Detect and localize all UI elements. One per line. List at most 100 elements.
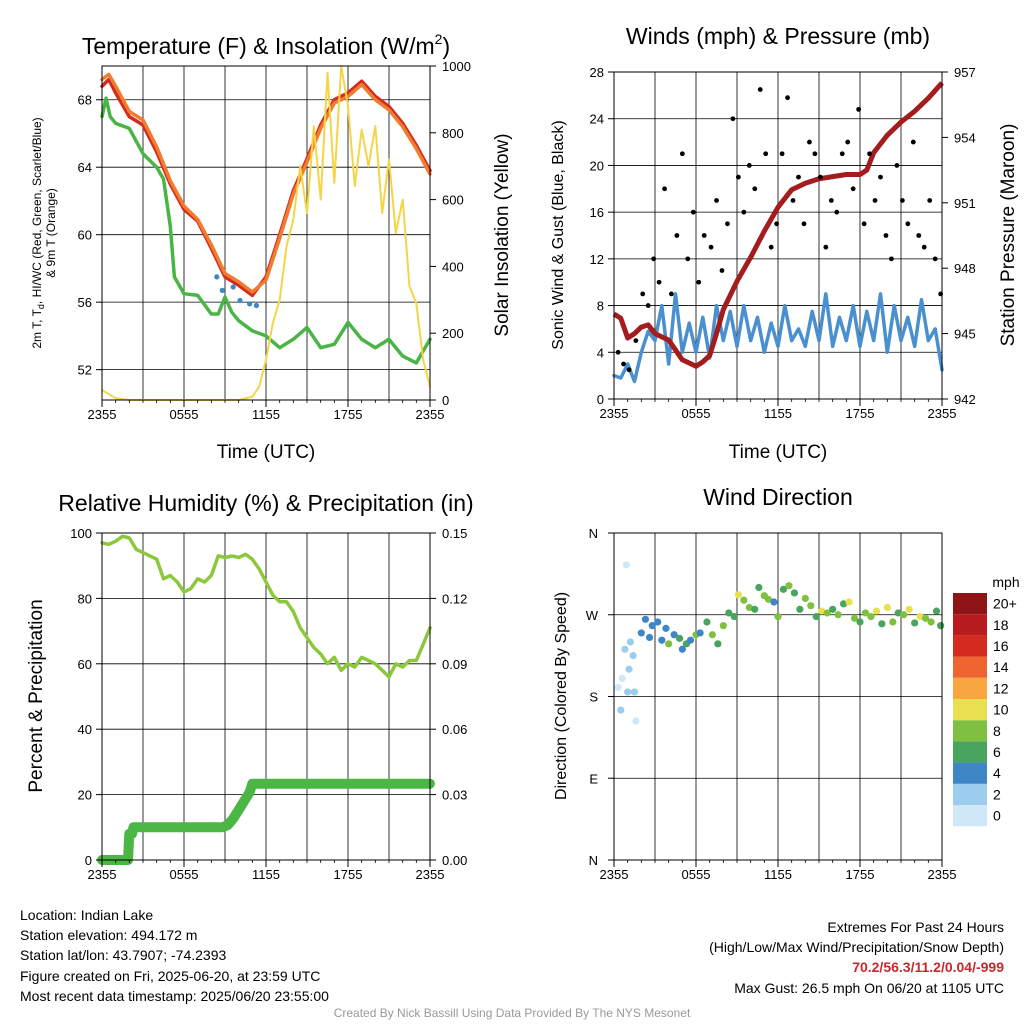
y-right-tick-label: 945: [954, 327, 976, 342]
direction-point: [648, 622, 656, 630]
direction-point: [916, 612, 924, 621]
y-tick-label: N: [589, 853, 598, 868]
direction-point: [632, 717, 640, 725]
y-tick-label: 20: [78, 788, 92, 803]
x-tick-label: 2355: [88, 407, 117, 422]
gust-point: [651, 256, 657, 262]
gust-point: [752, 186, 758, 192]
heat-index-point: [247, 301, 253, 307]
y-tick-label: 20: [590, 158, 604, 173]
direction-point: [823, 609, 831, 617]
y-right-tick-label: 0.06: [442, 722, 467, 737]
direction-point: [818, 607, 826, 615]
y-right-tick-label: 800: [442, 126, 464, 141]
direction-point: [624, 688, 632, 696]
colorbar-cell: [953, 656, 987, 678]
gust-point: [685, 256, 691, 262]
gust-point: [714, 198, 719, 203]
colorbar-title: mph: [992, 574, 1019, 590]
gust-point: [763, 151, 769, 157]
station-pressure-line: [612, 81, 944, 369]
y-tick-label: N: [589, 526, 598, 541]
direction-point: [755, 583, 763, 592]
x-tick-label: 2355: [928, 867, 957, 882]
direction-point: [662, 624, 670, 632]
colorbar-cell: [953, 593, 987, 615]
gust-point: [839, 151, 845, 157]
direction-point: [878, 620, 886, 628]
direction-point: [641, 615, 650, 623]
gust-point: [708, 244, 714, 250]
y-tick-label: 0: [85, 853, 92, 868]
humidity-ylabel-left: Percent & Precipitation: [26, 599, 47, 792]
colorbar-cell: [953, 720, 987, 742]
gust-point: [621, 361, 626, 367]
gust-point: [796, 174, 801, 180]
colorbar-label: 0: [993, 808, 1001, 824]
direction-point: [796, 605, 804, 613]
gust-point: [812, 151, 818, 157]
gust-point: [746, 163, 752, 168]
y-tick-label: 0: [597, 392, 604, 407]
y-tick-label: 60: [78, 228, 92, 243]
direction-panel: Wind Direction 2355 0555 1155 1755 2355NWSEN…: [553, 484, 1020, 882]
y-tick-label: 12: [590, 252, 604, 267]
gust-point: [889, 256, 894, 262]
y-right-tick-label: 948: [954, 261, 976, 276]
x-tick-label: 0555: [682, 867, 711, 882]
station-info: Location: Indian Lake Station elevation:…: [20, 905, 329, 1006]
y-right-tick-label: 0.15: [442, 526, 467, 541]
y-tick-label: 16: [590, 205, 604, 220]
temperature-ylabel-left-line2: & 9m T (Orange): [44, 188, 58, 278]
direction-point: [708, 631, 717, 639]
x-tick-label: 0555: [170, 867, 199, 882]
gust-point: [674, 233, 680, 238]
extremes-heading: Extremes For Past 24 Hours: [827, 919, 1004, 935]
gust-point: [701, 233, 707, 238]
y-tick-label: 28: [590, 65, 604, 80]
temperature-title: Temperature (F) & Insolation (W/m2): [82, 31, 450, 59]
colorbar-cell: [953, 783, 987, 805]
gust-point: [730, 116, 736, 122]
direction-point: [740, 596, 748, 604]
y-right-tick-label: 0.00: [442, 853, 467, 868]
colorbar-label: 18: [993, 617, 1009, 633]
y-right-tick-label: 0.03: [442, 788, 467, 803]
x-tick-label: 1755: [334, 407, 363, 422]
direction-point: [618, 674, 626, 682]
extremes-info: Extremes For Past 24 Hours (High/Low/Max…: [709, 917, 1004, 998]
y-tick-label: 64: [78, 160, 92, 175]
y-tick-label: 68: [78, 93, 92, 108]
winds-series: [612, 81, 944, 384]
colorbar-label: 10: [993, 702, 1009, 718]
heat-index-point: [253, 302, 260, 309]
gust-point: [807, 139, 812, 145]
winds-grid: [614, 72, 942, 399]
x-tick-label: 1155: [764, 867, 792, 882]
gust-point: [656, 279, 662, 285]
station-latlon: Station lat/lon: 43.7907; -74.2393: [20, 947, 227, 964]
gust-point: [725, 221, 730, 227]
direction-point: [927, 618, 935, 626]
gust-point: [867, 151, 872, 157]
direction-point: [807, 602, 815, 610]
recent-timestamp: Most recent data timestamp: 2025/06/20 2…: [20, 987, 329, 1004]
direction-point: [883, 603, 891, 612]
colorbar-cell: [953, 677, 987, 699]
direction-point: [714, 640, 722, 648]
direction-point: [630, 688, 639, 696]
direction-point: [654, 618, 662, 626]
temperature-ylabel-left: 2m T, Td, HI/WC (Red, Green, Scarlet/Blu…: [30, 117, 46, 348]
direction-point: [686, 636, 695, 644]
y-tick-label: 8: [597, 299, 604, 314]
figure-created: Figure created on Fri, 2025-06-20, at 23…: [20, 967, 321, 984]
gust-point: [823, 244, 829, 250]
gust-point: [894, 163, 900, 168]
x-tick-label: 2355: [88, 867, 117, 882]
x-tick-label: 0555: [170, 407, 199, 422]
direction-point: [625, 665, 633, 673]
gust-point: [883, 233, 889, 238]
gust-point: [690, 209, 696, 215]
x-tick-label: 2355: [600, 867, 629, 882]
direction-series: [614, 561, 945, 725]
